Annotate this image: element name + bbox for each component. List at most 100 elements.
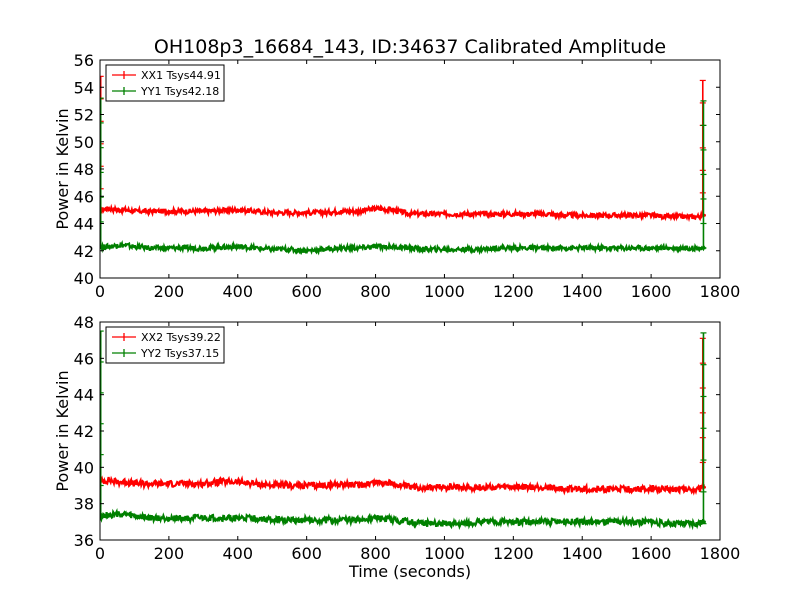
data-point [201, 482, 205, 486]
data-point [546, 485, 550, 489]
data-point [546, 520, 550, 524]
data-point [460, 247, 464, 251]
data-point [632, 520, 636, 524]
data-point [133, 482, 136, 486]
x-tick-label: 1200 [493, 282, 534, 301]
bottom-panel: 0 200 400 600 800 1000 1200 1400 1600 1800 36 38 40 4… [53, 313, 740, 581]
data-point [649, 213, 653, 217]
data-point [408, 485, 412, 489]
data-point [460, 485, 464, 489]
y-axis-label: Power in Kelvin [53, 370, 72, 491]
data-point [649, 246, 653, 250]
data-point [649, 487, 653, 491]
y-tick-label: 46 [74, 187, 94, 206]
x-axis-label: Time (seconds) [348, 562, 471, 581]
data-point [511, 520, 515, 524]
data-point [253, 209, 257, 213]
data-point [107, 245, 111, 249]
data-point [305, 518, 309, 522]
data-point [184, 482, 188, 486]
data-point [270, 484, 274, 487]
data-point [236, 480, 240, 484]
data-point [408, 246, 412, 250]
data-point [460, 212, 464, 216]
data-point [443, 522, 446, 526]
data-point [598, 246, 601, 250]
data-point [511, 485, 515, 489]
legend-label: YY2 Tsys37.15 [140, 347, 219, 360]
x-tick-label: 200 [154, 544, 185, 563]
data-point [339, 482, 343, 486]
data-point [184, 246, 188, 250]
data-point [374, 480, 377, 484]
data-point [288, 247, 291, 251]
series-line [100, 508, 705, 531]
data-point [494, 212, 498, 216]
x-tick-label: 600 [291, 544, 322, 563]
chart-title: OH108p3_16684_143, ID:34637 Calibrated A… [154, 36, 666, 58]
y-tick-label: 46 [74, 349, 94, 368]
data-point [167, 209, 171, 213]
data-point [339, 209, 343, 213]
data-point [494, 520, 498, 524]
data-point [391, 245, 395, 249]
data-point [115, 513, 119, 516]
data-point [477, 485, 481, 489]
data-point [563, 246, 567, 250]
data-point [133, 245, 136, 249]
data-point [236, 245, 240, 249]
y-tick-label: 42 [74, 242, 94, 261]
data-point [124, 480, 128, 484]
data-point [184, 516, 188, 520]
data-point [666, 215, 670, 219]
x-tick-label: 1800 [700, 282, 741, 301]
data-point [150, 482, 154, 486]
data-point [115, 208, 119, 212]
data-point [511, 212, 515, 216]
data-point [529, 246, 532, 250]
y-tick-label: 52 [74, 106, 94, 125]
data-point [270, 518, 274, 522]
data-point [219, 209, 222, 212]
x-tick-label: 1600 [631, 544, 672, 563]
y-tick-label: 40 [74, 458, 94, 477]
y-tick-label: 48 [74, 313, 94, 332]
data-point [598, 520, 601, 524]
data-point [443, 212, 446, 216]
data-point [425, 485, 429, 489]
y-tick-label: 56 [74, 51, 94, 70]
data-point [107, 478, 111, 482]
series-yy2 [100, 330, 707, 531]
data-point [236, 208, 240, 212]
data-point [219, 245, 222, 249]
data-point [684, 487, 687, 491]
data-point [580, 246, 584, 250]
x-tick-label: 1000 [424, 544, 465, 563]
data-point [666, 246, 670, 250]
data-point [167, 516, 171, 520]
plot-area [100, 75, 707, 256]
x-tick-label: 1000 [424, 282, 465, 301]
data-point [443, 247, 446, 251]
series-line [100, 240, 705, 256]
data-point [322, 247, 326, 251]
data-point [270, 247, 274, 251]
data-point [133, 514, 136, 518]
data-point [443, 485, 446, 489]
data-point [201, 209, 205, 213]
x-tick-label: 1600 [631, 282, 672, 301]
data-point [305, 484, 309, 487]
data-point [184, 209, 188, 213]
data-point [322, 211, 326, 215]
data-point [425, 522, 429, 526]
data-point [580, 520, 584, 524]
data-point [408, 212, 412, 216]
plot-area [100, 330, 707, 531]
data-point [391, 208, 395, 212]
data-point [425, 212, 429, 216]
data-point [288, 518, 291, 522]
data-point [201, 246, 205, 250]
x-tick-label: 1200 [493, 544, 534, 563]
legend-box [105, 64, 225, 102]
data-point [305, 211, 309, 215]
